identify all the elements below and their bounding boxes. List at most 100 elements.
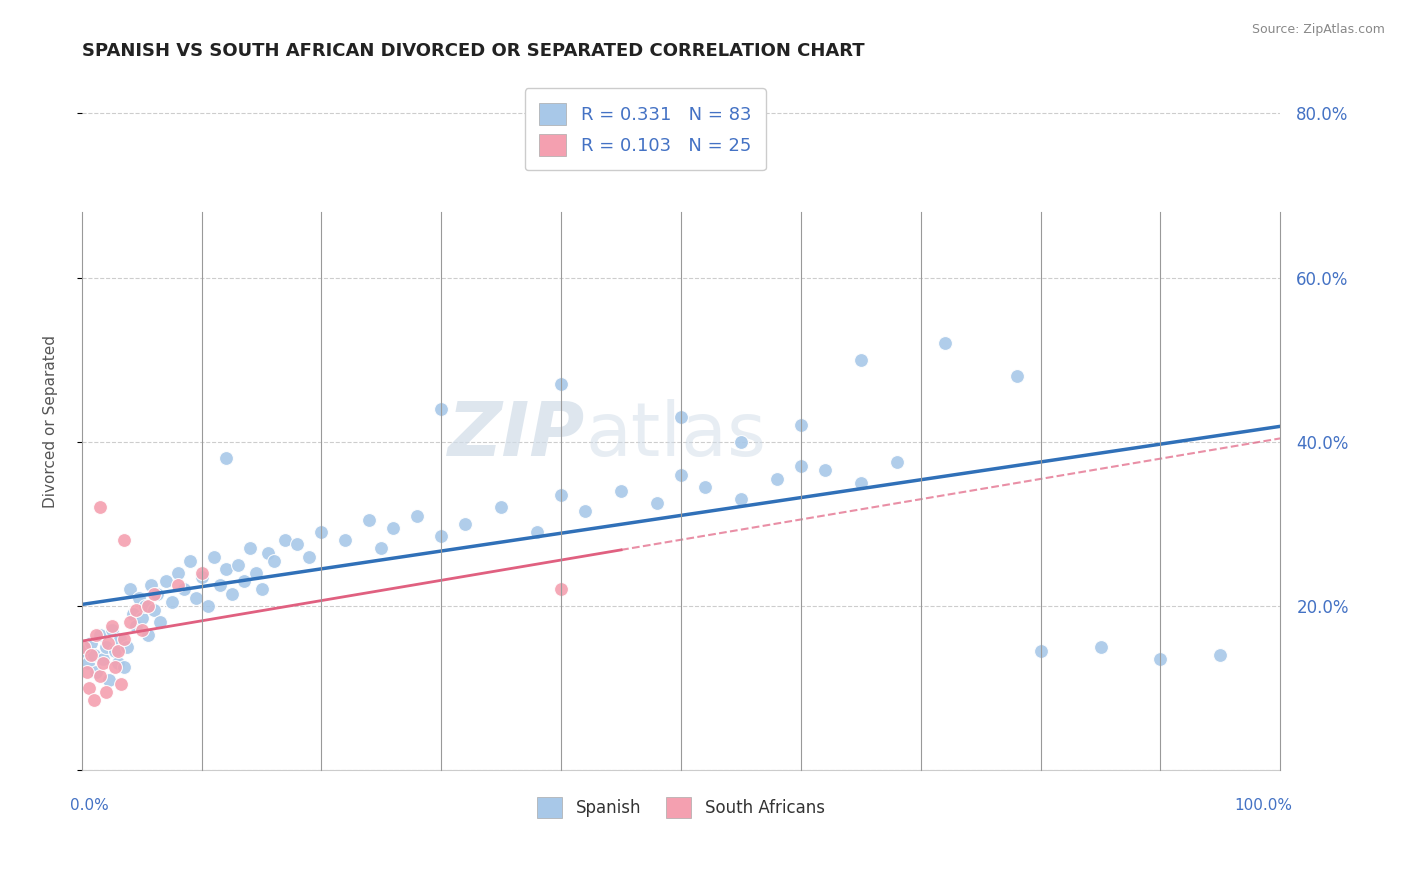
Point <box>197 599 219 613</box>
Point <box>1149 652 1171 666</box>
Point <box>1209 648 1232 662</box>
Point <box>693 480 716 494</box>
Point <box>849 352 872 367</box>
Point <box>134 599 156 613</box>
Point <box>179 554 201 568</box>
Point <box>80 648 103 662</box>
Text: Source: ZipAtlas.com: Source: ZipAtlas.com <box>1251 23 1385 37</box>
Point <box>149 615 172 630</box>
Point <box>454 516 477 531</box>
Text: atlas: atlas <box>585 399 766 472</box>
Point <box>77 681 100 695</box>
Point <box>91 657 114 671</box>
Point <box>107 644 129 658</box>
Point <box>298 549 321 564</box>
Point <box>80 636 103 650</box>
Point <box>142 586 165 600</box>
Point <box>311 524 333 539</box>
Point <box>104 660 127 674</box>
Point <box>94 640 117 654</box>
Point <box>155 574 177 589</box>
Point <box>406 508 429 523</box>
Point <box>214 451 236 466</box>
Point <box>73 640 96 654</box>
Point <box>160 595 183 609</box>
Point <box>117 640 139 654</box>
Point <box>226 558 249 572</box>
Point <box>669 410 692 425</box>
Point <box>166 578 188 592</box>
Point <box>76 665 98 679</box>
Point <box>97 636 120 650</box>
Y-axis label: Divorced or Separated: Divorced or Separated <box>44 334 58 508</box>
Point <box>146 586 169 600</box>
Point <box>382 521 405 535</box>
Legend: Spanish, South Africans: Spanish, South Africans <box>531 791 831 824</box>
Point <box>1029 644 1052 658</box>
Point <box>84 665 107 679</box>
Point <box>790 418 813 433</box>
Point <box>335 533 357 548</box>
Point <box>142 603 165 617</box>
Point <box>430 529 453 543</box>
Point <box>730 492 752 507</box>
Point <box>359 513 381 527</box>
Point <box>131 611 153 625</box>
Point <box>190 566 212 580</box>
Point <box>83 648 105 662</box>
Point <box>208 578 231 592</box>
Point <box>166 566 188 580</box>
Point <box>766 472 789 486</box>
Point <box>669 467 692 482</box>
Point <box>112 632 135 646</box>
Point <box>814 463 837 477</box>
Point <box>83 693 105 707</box>
Point <box>118 615 141 630</box>
Point <box>202 549 225 564</box>
Point <box>245 566 267 580</box>
Point <box>89 500 111 515</box>
Point <box>136 627 159 641</box>
Point <box>84 627 107 641</box>
Text: 100.0%: 100.0% <box>1234 798 1292 813</box>
Point <box>886 455 908 469</box>
Point <box>263 554 285 568</box>
Point <box>100 624 122 638</box>
Point <box>131 624 153 638</box>
Point <box>89 627 111 641</box>
Point <box>136 599 159 613</box>
Point <box>112 533 135 548</box>
Point <box>122 607 145 621</box>
Point <box>238 541 260 556</box>
Point <box>76 657 98 671</box>
Point <box>124 619 146 633</box>
Text: 0.0%: 0.0% <box>70 798 108 813</box>
Point <box>124 603 146 617</box>
Point <box>526 524 548 539</box>
Point <box>574 504 596 518</box>
Point <box>287 537 309 551</box>
Point <box>128 591 150 605</box>
Text: ZIP: ZIP <box>449 399 585 472</box>
Point <box>98 673 121 687</box>
Point <box>1005 369 1028 384</box>
Point <box>934 336 956 351</box>
Point <box>104 644 127 658</box>
Point <box>274 533 297 548</box>
Point <box>370 541 392 556</box>
Point <box>645 496 668 510</box>
Point <box>100 619 122 633</box>
Point <box>550 582 572 597</box>
Point <box>550 488 572 502</box>
Point <box>107 657 129 671</box>
Point <box>112 660 135 674</box>
Point <box>214 562 236 576</box>
Point <box>849 475 872 490</box>
Point <box>430 401 453 416</box>
Point <box>256 545 278 559</box>
Point <box>790 459 813 474</box>
Point <box>91 652 114 666</box>
Point <box>491 500 513 515</box>
Point <box>221 586 243 600</box>
Point <box>232 574 254 589</box>
